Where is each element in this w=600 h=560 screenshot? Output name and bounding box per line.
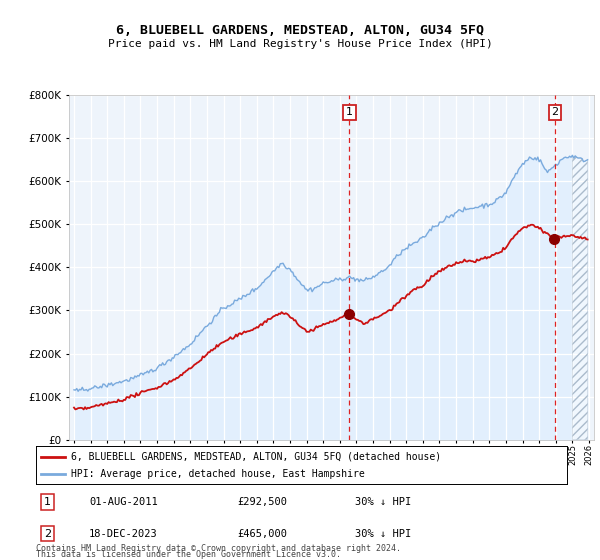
Text: 30% ↓ HPI: 30% ↓ HPI	[355, 529, 411, 539]
Text: 30% ↓ HPI: 30% ↓ HPI	[355, 497, 411, 507]
Text: 6, BLUEBELL GARDENS, MEDSTEAD, ALTON, GU34 5FQ: 6, BLUEBELL GARDENS, MEDSTEAD, ALTON, GU…	[116, 24, 484, 38]
Text: 2: 2	[44, 529, 51, 539]
Text: £465,000: £465,000	[238, 529, 288, 539]
Text: 18-DEC-2023: 18-DEC-2023	[89, 529, 158, 539]
Text: 2: 2	[551, 108, 559, 118]
Text: Contains HM Land Registry data © Crown copyright and database right 2024.: Contains HM Land Registry data © Crown c…	[36, 544, 401, 553]
Text: This data is licensed under the Open Government Licence v3.0.: This data is licensed under the Open Gov…	[36, 550, 341, 559]
Text: 1: 1	[346, 108, 353, 118]
Text: 6, BLUEBELL GARDENS, MEDSTEAD, ALTON, GU34 5FQ (detached house): 6, BLUEBELL GARDENS, MEDSTEAD, ALTON, GU…	[71, 451, 440, 461]
Text: HPI: Average price, detached house, East Hampshire: HPI: Average price, detached house, East…	[71, 469, 364, 479]
Text: 01-AUG-2011: 01-AUG-2011	[89, 497, 158, 507]
Text: £292,500: £292,500	[238, 497, 288, 507]
Text: 1: 1	[44, 497, 51, 507]
Text: Price paid vs. HM Land Registry's House Price Index (HPI): Price paid vs. HM Land Registry's House …	[107, 39, 493, 49]
